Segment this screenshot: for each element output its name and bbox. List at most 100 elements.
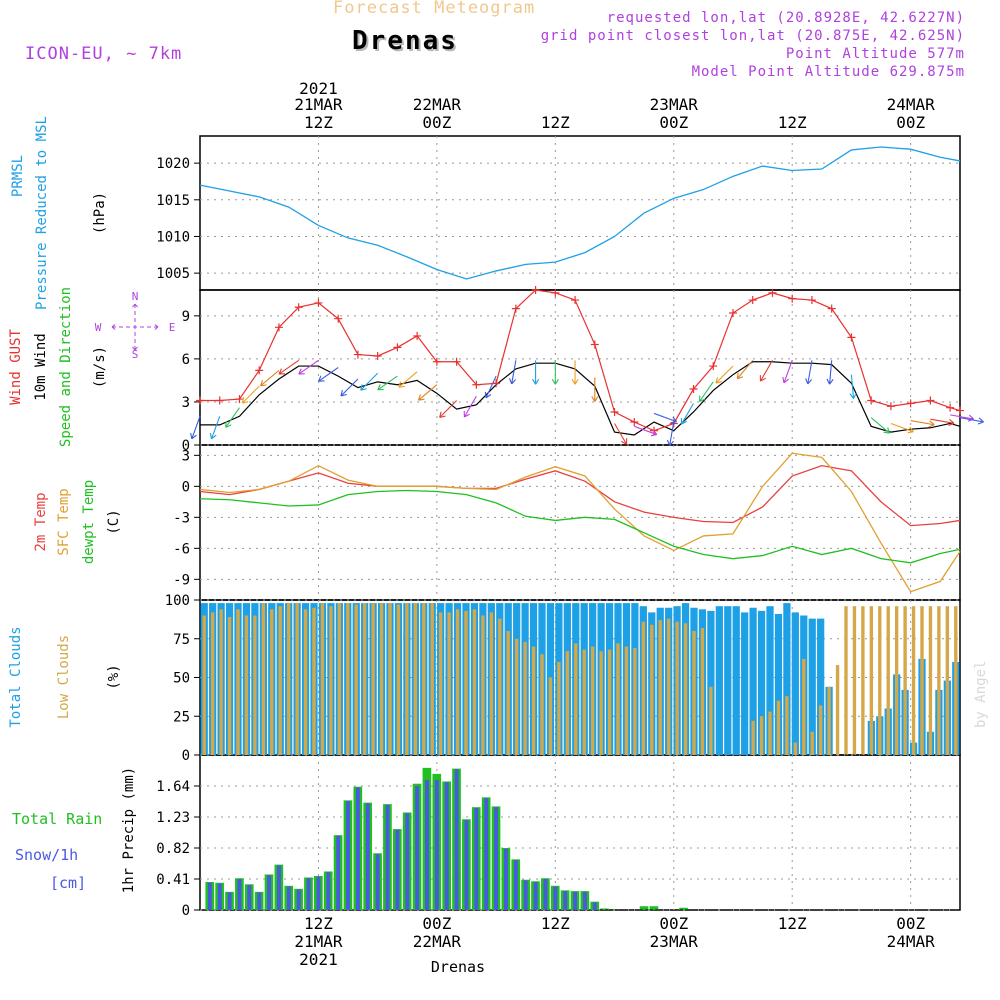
snow-bar <box>395 829 400 910</box>
wind-gust-marker <box>551 288 560 297</box>
low-cloud-bar <box>911 606 916 755</box>
wind-gust-marker <box>946 403 955 412</box>
wind-direction-arrow <box>190 416 201 440</box>
wind-direction-arrow <box>930 418 955 427</box>
wind-gust-marker <box>630 418 639 427</box>
snow-bar <box>405 813 410 910</box>
low-cloud-bar <box>396 604 401 755</box>
low-cloud-bar <box>514 638 519 755</box>
wind-direction-arrow <box>278 359 300 375</box>
wind-direction-arrow <box>591 377 599 402</box>
wind-direction-arrow <box>532 360 540 385</box>
low-cloud-bar <box>329 606 333 755</box>
low-cloud-bar <box>405 603 409 755</box>
wind-gust-marker <box>590 340 599 349</box>
y-tick-label: 0 <box>182 748 190 764</box>
wind-label-10m: 10m Wind <box>33 333 49 400</box>
rain-bar <box>610 909 619 910</box>
low-cloud-bar <box>616 643 620 755</box>
clouds-label-low: Low Clouds <box>56 635 72 719</box>
wind-gust-marker <box>373 352 382 361</box>
total-cloud-bar <box>757 610 766 755</box>
y-tick-label: 0.82 <box>156 841 190 857</box>
clouds-unit: (%) <box>106 664 122 689</box>
low-cloud-bar <box>574 643 578 755</box>
low-cloud-bar <box>624 646 629 755</box>
snow-bar <box>247 885 252 910</box>
wind-direction-arrow <box>241 385 260 404</box>
wind-direction-arrow <box>340 378 359 397</box>
y-tick-label: 1020 <box>156 156 190 172</box>
low-cloud-bar <box>523 641 527 755</box>
low-cloud-bar <box>455 609 460 755</box>
wind-direction-arrow <box>910 420 935 428</box>
rain-bar <box>639 906 649 910</box>
low-cloud-bar <box>447 612 451 755</box>
wind-direction-arrow <box>484 375 497 399</box>
wind-direction-arrow <box>826 360 834 385</box>
y-tick-label: 3 <box>182 448 190 464</box>
snow-bar <box>533 882 538 910</box>
wind-direction-arrow <box>680 403 694 425</box>
low-cloud-bar <box>827 686 831 755</box>
temp-sfc-line <box>199 452 961 593</box>
low-cloud-bar <box>438 612 443 755</box>
top-date-label: 23MAR <box>650 95 699 114</box>
wind-gust-marker <box>728 308 737 317</box>
top-date-label: 22MAR <box>413 95 462 114</box>
wind-gust-marker <box>709 362 718 371</box>
wind-gust-marker <box>867 396 876 405</box>
rain-bar <box>649 906 659 910</box>
wind-gust-marker <box>294 303 303 312</box>
low-cloud-bar <box>878 606 882 755</box>
low-cloud-bar <box>861 606 865 755</box>
wind-gust-marker <box>353 350 362 359</box>
low-cloud-bar <box>768 711 772 755</box>
low-cloud-bar <box>666 618 671 755</box>
low-cloud-bar <box>464 610 468 755</box>
temp-unit: (C) <box>106 509 122 534</box>
wind-direction-arrow <box>890 422 914 434</box>
temp-2m-line <box>199 464 961 527</box>
y-tick-label: 0 <box>182 903 190 919</box>
wind-gust-marker <box>452 357 461 366</box>
snow-bar <box>375 854 380 910</box>
low-cloud-bar <box>802 658 806 755</box>
total-cloud-bar <box>817 618 825 755</box>
y-tick-label: 3 <box>182 395 190 411</box>
y-tick-label: 0.41 <box>156 872 190 888</box>
low-cloud-bar <box>928 606 933 755</box>
low-cloud-bar <box>692 631 696 755</box>
wind-unit: (m/s) <box>92 346 108 388</box>
low-cloud-bar <box>236 609 240 755</box>
low-cloud-bar <box>413 603 418 755</box>
wind-gust-marker <box>886 402 895 411</box>
y-tick-label: 50 <box>173 671 190 687</box>
panel-frame-pressure <box>199 135 961 291</box>
low-cloud-bar <box>261 603 266 755</box>
y-tick-label: 1015 <box>156 193 190 209</box>
wind-direction-arrow <box>634 425 658 437</box>
top-date-label: 24MAR <box>887 95 936 114</box>
wind-direction-arrow <box>870 417 891 434</box>
low-cloud-bar <box>498 618 502 755</box>
credit-watermark: by Angel <box>973 661 989 728</box>
snow-bar <box>306 878 311 910</box>
total-cloud-bar <box>749 607 757 755</box>
bottom-date-label: 23MAR <box>650 932 699 951</box>
low-cloud-bar <box>675 621 679 755</box>
bottom-hour-label: 00Z <box>896 914 925 933</box>
grid-point-coords: grid point closest lon,lat (20.875E, 42.… <box>540 28 965 44</box>
low-cloud-bar <box>793 742 798 755</box>
low-cloud-bar <box>540 654 544 755</box>
snow-bar <box>474 807 479 910</box>
wind-direction-arrow <box>298 359 319 375</box>
top-hour-label: 00Z <box>896 113 925 132</box>
low-cloud-bar <box>565 651 570 755</box>
wind-gust-marker <box>334 314 343 323</box>
low-cloud-bar <box>253 615 257 755</box>
low-cloud-bar <box>650 624 654 755</box>
wind-gust-line <box>200 289 961 432</box>
bottom-hour-label: 00Z <box>422 914 451 933</box>
